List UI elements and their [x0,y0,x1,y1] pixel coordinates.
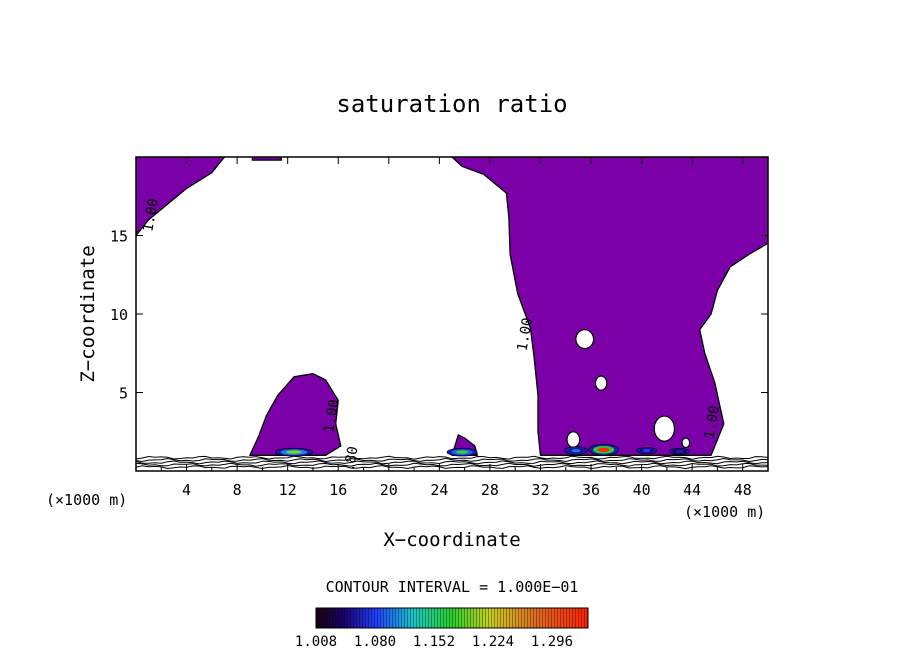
y-tick-label: 10 [110,306,128,324]
contour-interval-text: CONTOUR INTERVAL = 1.000E−01 [326,578,579,596]
contour-label: 1.00 [702,404,724,440]
x-tick-label: 48 [734,481,752,499]
x-tick-label: 4 [182,481,191,499]
hotspot [446,447,478,457]
subsaturated-hole [566,431,581,449]
region-main-plume [451,157,768,456]
colorbar-tick-label: 1.224 [472,634,514,650]
surface-contour-line [136,462,768,467]
colorbar: 1.008 1.080 1.152 1.224 1.296 [295,607,589,650]
surface-contour-line [136,455,768,460]
contour-label: 0.80 [340,445,362,481]
colorbar-tick-label: 1.008 [295,634,337,650]
x-tick-label: 8 [233,481,242,499]
hotspot [669,447,690,455]
y-axis-label: Z−coordinate [77,245,99,382]
hotspot [636,447,658,455]
hotspot [274,447,314,457]
region-left-cell [249,373,342,456]
chart-title: saturation ratio [336,90,567,118]
x-tick-label: 16 [329,481,347,499]
surface-contour-line [136,457,768,463]
x-tick-label: 12 [279,481,297,499]
x-tick-label: 36 [582,481,600,499]
surface-contour-line [136,464,768,470]
x-unit-label-right: (×1000 m) [684,503,765,521]
colorbar-tick-label: 1.152 [413,634,455,650]
colorbar-stripes [316,608,588,628]
x-axis-label: X−coordinate [383,529,520,551]
x-tick-label: 44 [683,481,701,499]
plot-area: 1.001.001.00 1.000.80 4 8 12 16 20 24 28 32 36 40 4… [110,156,769,499]
x-tick-label: 28 [481,481,499,499]
subsaturated-hole [681,437,691,449]
y-tick-label: 5 [119,385,128,403]
hotspot [588,444,620,456]
contour-label: 1.00 [515,316,537,352]
colorbar-tick-label: 1.296 [531,634,573,650]
surface-contour-line [136,460,768,465]
x-unit-label-left: (×1000 m) [46,491,127,509]
y-tick-label: 15 [110,228,128,246]
subsaturated-hole [594,375,608,391]
x-tick-label: 40 [633,481,651,499]
contour-label: 1.00 [321,398,343,434]
x-tick-label: 32 [531,481,549,499]
subsaturated-hole [575,329,595,350]
region-top-cap [251,157,283,161]
subsaturated-hole [653,415,676,442]
hotspot [564,446,588,455]
colorbar-tick-label: 1.080 [354,634,396,650]
x-tick-label: 24 [430,481,448,499]
contour-label: 1.00 [140,197,162,233]
x-tick-label: 20 [380,481,398,499]
region-upper-left [136,157,226,237]
colorbar-frame [315,607,589,629]
